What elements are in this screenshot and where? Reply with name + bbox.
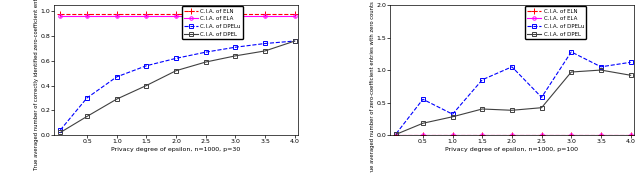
Legend: C.I.A. of ELN, C.I.A. of ELA, C.I.A. of DPELu, C.I.A. of DPEL: C.I.A. of ELN, C.I.A. of ELA, C.I.A. of … (182, 6, 243, 39)
Legend: C.I.A. of ELN, C.I.A. of ELA, C.I.A. of DPELu, C.I.A. of DPEL: C.I.A. of ELN, C.I.A. of ELA, C.I.A. of … (525, 6, 586, 39)
X-axis label: Privacy degree of epsilon, n=1000, p=100: Privacy degree of epsilon, n=1000, p=100 (445, 147, 579, 152)
X-axis label: Privacy degree of epsilon, n=1000, p=30: Privacy degree of epsilon, n=1000, p=30 (111, 147, 241, 152)
Y-axis label: True averaged number of zero-coefficient entries with zero counts (FP% of zero): True averaged number of zero-coefficient… (370, 0, 375, 173)
Y-axis label: True averaged number of correctly identified zero-coefficient entries ( TP%): True averaged number of correctly identi… (34, 0, 39, 170)
